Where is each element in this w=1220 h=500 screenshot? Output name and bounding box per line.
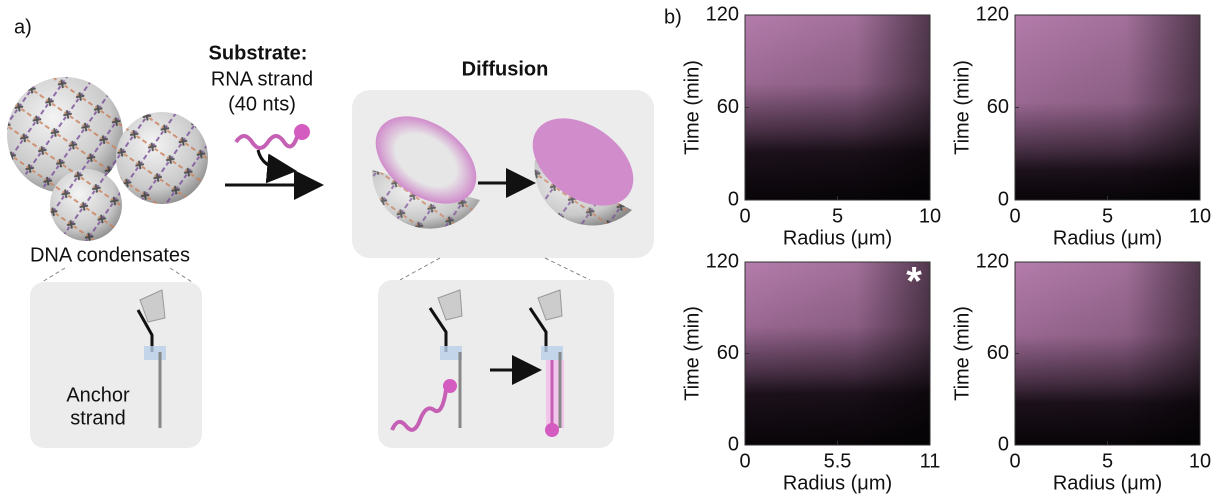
x-tick-label: 0 xyxy=(739,450,750,472)
diffusion-title: Diffusion xyxy=(462,58,549,80)
heatmap-shade xyxy=(745,262,930,445)
substrate-title: Substrate: xyxy=(209,42,308,64)
x-axis-label: Radius (μm) xyxy=(783,472,892,494)
y-tick-label: 60 xyxy=(717,96,739,118)
x-tick-label: 11 xyxy=(920,450,941,472)
y-axis-label: Time (min) xyxy=(951,306,973,401)
heatmap-shade xyxy=(1015,15,1200,200)
anchor-label: Anchor xyxy=(66,384,130,406)
condensates xyxy=(7,77,208,241)
figure: a) DNA condensates Anchor strand Substra… xyxy=(0,0,1220,500)
y-tick-label: 60 xyxy=(987,342,1009,364)
y-tick-label: 120 xyxy=(976,250,1009,272)
y-axis-label: Time (min) xyxy=(681,306,703,401)
y-axis-label: Time (min) xyxy=(951,60,973,155)
y-tick-label: 0 xyxy=(998,433,1009,455)
panel-label: a) xyxy=(14,16,32,38)
x-tick-label: 5 xyxy=(1102,205,1113,227)
annotation: * xyxy=(906,260,922,304)
y-tick-label: 60 xyxy=(717,342,739,364)
x-tick-label: 0 xyxy=(739,205,750,227)
x-tick-label: 10 xyxy=(1189,205,1211,227)
detail-box xyxy=(378,280,614,448)
condensates-label: DNA condensates xyxy=(30,244,190,266)
y-tick-label: 120 xyxy=(706,250,739,272)
y-tick-label: 60 xyxy=(987,96,1009,118)
x-tick-label: 5 xyxy=(1102,450,1113,472)
anchor-label: strand xyxy=(70,407,126,429)
y-axis-label: Time (min) xyxy=(681,60,703,155)
x-tick-label: 0 xyxy=(1009,450,1020,472)
y-tick-label: 120 xyxy=(976,3,1009,25)
x-tick-label: 10 xyxy=(1189,450,1211,472)
heatmap-shade xyxy=(1015,262,1200,445)
x-tick-label: 5 xyxy=(832,205,843,227)
x-tick-label: 5.5 xyxy=(824,450,852,472)
rna-strand xyxy=(236,134,298,148)
rna-dot xyxy=(294,124,310,140)
substrate-text: (40 nts) xyxy=(228,93,296,115)
panel-label: b) xyxy=(664,6,682,28)
x-axis-label: Radius (μm) xyxy=(1053,472,1162,494)
substrate-text: RNA strand xyxy=(211,68,313,90)
x-axis-label: Radius (μm) xyxy=(1053,227,1162,249)
y-tick-label: 0 xyxy=(728,433,739,455)
y-tick-label: 0 xyxy=(728,188,739,210)
heatmap-shade xyxy=(745,15,930,200)
y-tick-label: 0 xyxy=(998,188,1009,210)
x-tick-label: 0 xyxy=(1009,205,1020,227)
x-axis-label: Radius (μm) xyxy=(783,227,892,249)
y-tick-label: 120 xyxy=(706,3,739,25)
x-tick-label: 10 xyxy=(919,205,941,227)
page: a) DNA condensates Anchor strand Substra… xyxy=(0,0,1220,500)
